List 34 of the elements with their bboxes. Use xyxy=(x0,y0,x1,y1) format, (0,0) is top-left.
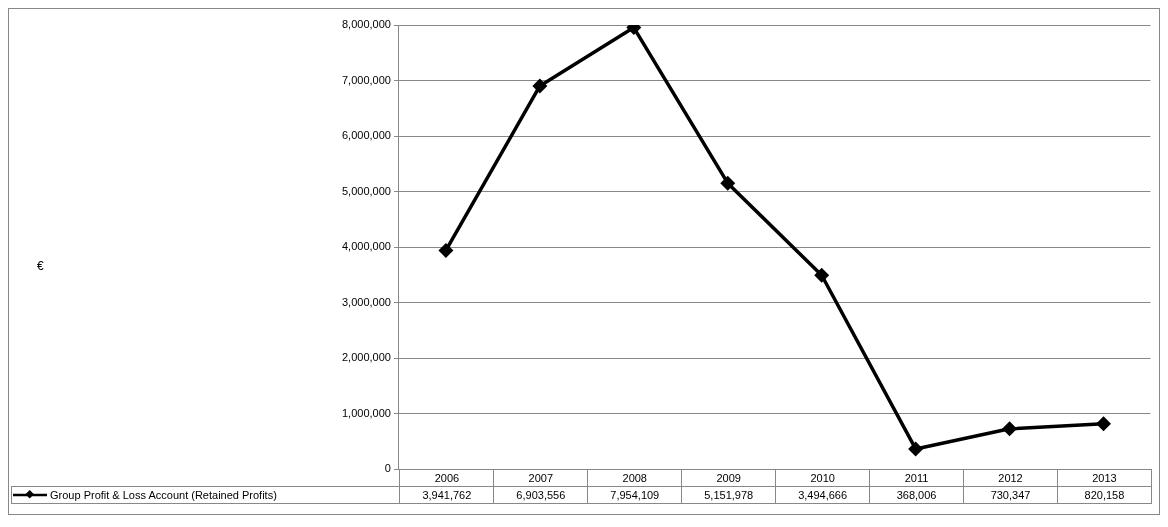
x-tick-label: 2006 xyxy=(399,469,494,487)
x-tick-label: 2007 xyxy=(493,469,588,487)
point xyxy=(1002,422,1017,436)
y-tick-label: 3,000,000 xyxy=(342,295,391,308)
point xyxy=(533,79,547,93)
point xyxy=(814,268,829,283)
point xyxy=(721,176,735,190)
point xyxy=(908,442,923,456)
y-tick-label: 7,000,000 xyxy=(342,73,391,86)
point xyxy=(439,243,453,258)
data-label: 3,941,762 xyxy=(399,486,494,504)
x-tick-label: 2013 xyxy=(1057,469,1152,487)
y-tick-label: 4,000,000 xyxy=(342,240,391,253)
data-label: 368,006 xyxy=(869,486,964,504)
y-tick-label: 2,000,000 xyxy=(342,351,391,364)
point xyxy=(1096,417,1111,431)
y-tick-label: 6,000,000 xyxy=(342,129,391,142)
x-tick-label: 2012 xyxy=(963,469,1058,487)
y-tick-label: 5,000,000 xyxy=(342,184,391,197)
x-tick-label: 2011 xyxy=(869,469,964,487)
x-tick-label: 2008 xyxy=(587,469,682,487)
data-label: 730,347 xyxy=(963,486,1058,504)
x-tick-label: 2009 xyxy=(681,469,776,487)
y-tick-label: 0 xyxy=(384,462,391,475)
data-label: 5,151,978 xyxy=(681,486,776,504)
y-tick-label: 8,000,000 xyxy=(342,18,391,31)
data-label: 7,954,109 xyxy=(587,486,682,504)
text: € xyxy=(37,259,44,273)
data-label: 6,903,556 xyxy=(493,486,588,504)
legend-label: Group Profit & Loss Account (Retained Profits) xyxy=(50,488,277,501)
x-tick-label: 2010 xyxy=(775,469,870,487)
data-label: 3,494,666 xyxy=(775,486,870,504)
data-label: 820,158 xyxy=(1057,486,1152,504)
y-tick-label: 1,000,000 xyxy=(342,406,391,419)
